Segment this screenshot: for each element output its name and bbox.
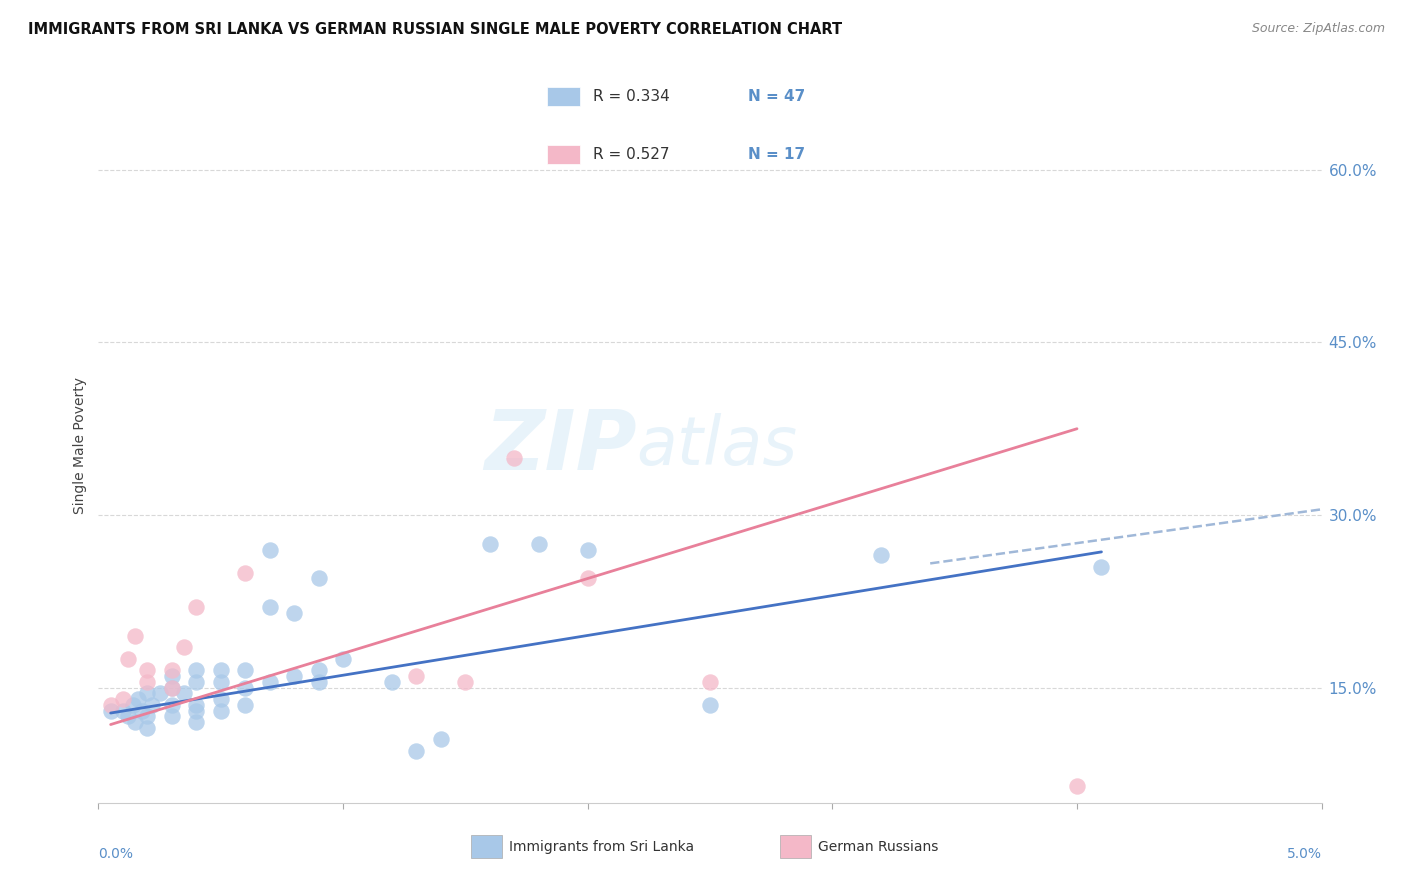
Point (527, 537, 550, 551)
Point (141, 698, 163, 712)
Point (233, 566, 256, 580)
Point (160, 681, 183, 695)
Point (503, 450, 526, 465)
Point (209, 692, 232, 706)
Point (209, 664, 232, 678)
Point (124, 629, 146, 643)
Point (136, 721, 159, 735)
Point (186, 675, 208, 690)
Point (186, 698, 208, 712)
Point (870, 549, 893, 563)
Y-axis label: Single Male Poverty: Single Male Poverty (73, 377, 87, 515)
Point (100, 704, 122, 718)
Point (209, 704, 232, 718)
Point (259, 542, 281, 557)
Point (1090, 559, 1112, 574)
Text: R = 0.334: R = 0.334 (593, 89, 669, 104)
Point (308, 664, 330, 678)
Text: N = 47: N = 47 (748, 89, 806, 104)
Point (136, 675, 159, 690)
Point (186, 715, 208, 730)
Point (160, 698, 183, 712)
Point (127, 692, 149, 706)
FancyBboxPatch shape (547, 87, 581, 106)
Point (100, 698, 122, 712)
Point (259, 675, 281, 690)
Point (160, 669, 183, 683)
Point (186, 600, 208, 615)
Point (186, 664, 208, 678)
Point (233, 664, 256, 678)
Point (699, 698, 721, 712)
Point (121, 698, 143, 712)
Point (131, 704, 153, 718)
Point (454, 675, 477, 690)
Point (173, 640, 195, 655)
Text: 5.0%: 5.0% (1286, 847, 1322, 861)
Point (332, 652, 354, 666)
Point (117, 709, 139, 723)
Point (430, 732, 453, 747)
Point (186, 704, 208, 718)
Point (699, 675, 721, 690)
Point (405, 669, 427, 683)
Text: Source: ZipAtlas.com: Source: ZipAtlas.com (1251, 22, 1385, 36)
Text: IMMIGRANTS FROM SRI LANKA VS GERMAN RUSSIAN SINGLE MALE POVERTY CORRELATION CHAR: IMMIGRANTS FROM SRI LANKA VS GERMAN RUSS… (28, 22, 842, 37)
Point (117, 652, 139, 666)
Point (136, 709, 159, 723)
Point (111, 704, 134, 718)
Text: Immigrants from Sri Lanka: Immigrants from Sri Lanka (509, 839, 695, 854)
Point (136, 664, 159, 678)
Point (283, 669, 305, 683)
Point (259, 600, 281, 615)
Point (149, 686, 172, 700)
Point (136, 686, 159, 700)
Point (160, 664, 183, 678)
Point (405, 744, 427, 758)
Point (478, 537, 501, 551)
Text: ZIP: ZIP (484, 406, 637, 486)
Point (233, 698, 256, 712)
Text: R = 0.527: R = 0.527 (593, 147, 669, 162)
Point (160, 709, 183, 723)
Text: atlas: atlas (637, 413, 797, 479)
Point (576, 542, 599, 557)
Point (381, 675, 404, 690)
Point (283, 606, 305, 620)
Point (111, 692, 134, 706)
Point (124, 715, 146, 730)
FancyBboxPatch shape (547, 145, 581, 164)
Text: German Russians: German Russians (818, 839, 939, 854)
Point (1066, 779, 1088, 793)
Point (173, 686, 195, 700)
Point (233, 681, 256, 695)
Text: 0.0%: 0.0% (98, 847, 134, 861)
Point (160, 681, 183, 695)
Point (576, 571, 599, 585)
Point (308, 571, 330, 585)
Text: N = 17: N = 17 (748, 147, 804, 162)
Point (308, 675, 330, 690)
Point (209, 675, 232, 690)
